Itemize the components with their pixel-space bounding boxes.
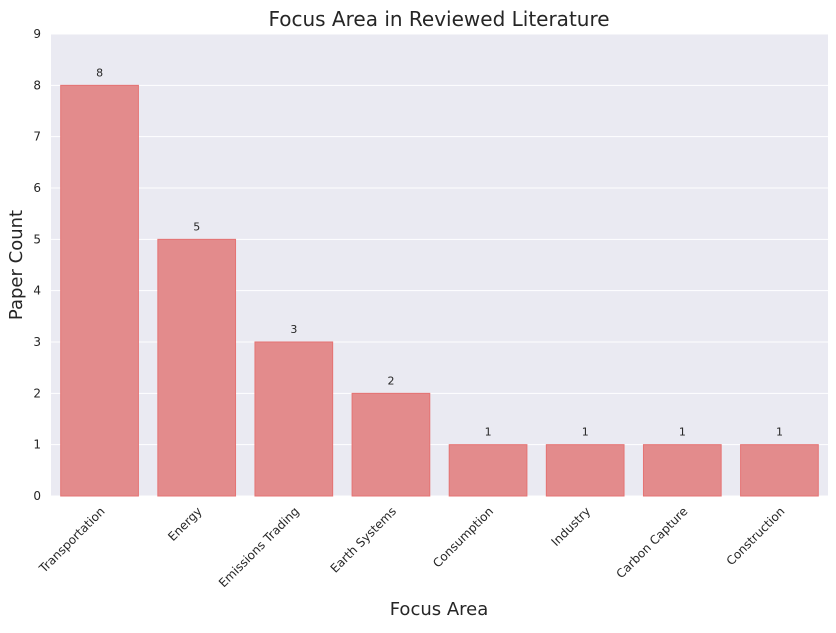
y-tick-label: 1 [33,438,41,452]
y-tick-label: 7 [33,130,41,144]
x-tick-label: Industry [549,504,594,549]
x-axis-label: Focus Area [390,599,489,620]
y-tick-label: 3 [33,335,41,349]
y-tick-label: 5 [33,232,41,246]
bars [60,84,819,497]
y-tick-label: 4 [33,284,41,298]
y-tick-label: 9 [33,27,41,41]
x-tick-label: Carbon Capture [614,504,691,581]
y-axis-ticks: 0 1 2 3 4 5 6 7 8 9 [33,27,41,503]
bar-transportation [60,84,139,497]
x-tick-label: Construction [724,504,788,568]
bar-emissions-trading [254,341,334,497]
bar-carbon-capture [642,444,722,497]
y-tick-label: 2 [33,386,41,400]
bar-earth-systems [351,392,431,497]
x-tick-label: Transportation [36,504,108,576]
x-tick-label: Energy [165,504,205,544]
x-tick-label: Earth Systems [328,504,399,575]
bar-consumption [448,444,528,497]
bar-industry [545,444,625,497]
data-label: 2 [387,374,394,387]
x-tick-label: Emissions Trading [216,504,302,590]
data-label: 3 [290,323,297,336]
x-tick-label: Consumption [430,504,496,570]
y-axis-label: Paper Count [6,210,27,320]
x-axis-ticks: Transportation Energy Emissions Trading Ear… [36,504,788,590]
chart-title: Focus Area in Reviewed Literature [268,7,609,31]
data-labels: 8 5 3 2 1 1 1 1 [96,66,783,438]
data-label: 1 [582,426,589,439]
data-label: 1 [776,426,783,439]
data-label: 5 [193,220,200,233]
bar-construction [740,444,819,497]
y-tick-label: 0 [33,489,41,503]
bar-energy [157,238,237,497]
y-tick-label: 6 [33,181,41,195]
data-label: 1 [679,426,686,439]
data-label: 8 [96,66,103,79]
y-tick-label: 8 [33,78,41,92]
data-label: 1 [485,426,492,439]
